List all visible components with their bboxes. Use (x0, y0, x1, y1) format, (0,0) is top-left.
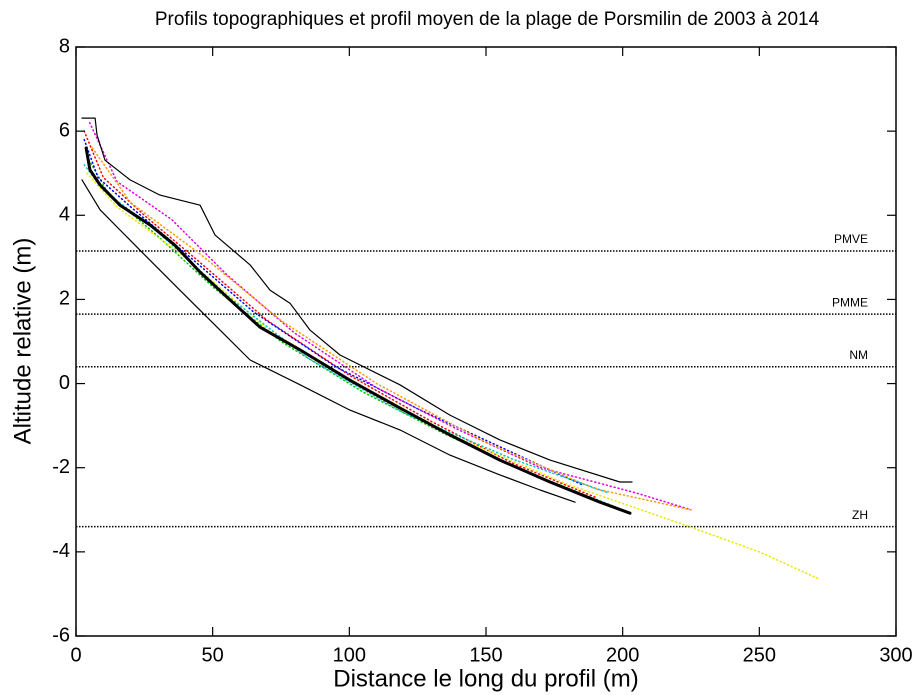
profile-line (91, 147, 692, 511)
plot-frame (75, 46, 897, 637)
y-tick-label: -2 (52, 456, 70, 478)
profile-line (86, 172, 821, 580)
profile-line (81, 117, 633, 483)
profile-line (83, 130, 597, 498)
y-tick-label: 4 (59, 204, 70, 226)
y-axis-label: Altitude relative (m) (9, 238, 36, 445)
y-tick-label: -6 (52, 624, 70, 646)
reference-label: ZH (852, 508, 868, 522)
profile-line (83, 164, 610, 494)
x-tick-label: 150 (469, 644, 502, 666)
profile-line (81, 179, 576, 503)
x-axis-label: Distance le long du profil (m) (333, 665, 638, 692)
y-tick-label: 0 (59, 372, 70, 394)
x-tick-label: 300 (879, 644, 912, 666)
profile-line (88, 121, 692, 511)
reference-label: PMVE (834, 232, 868, 246)
reference-label: PMME (832, 295, 868, 309)
y-tick-label: 8 (59, 35, 70, 57)
x-tick-label: 100 (333, 644, 366, 666)
y-tick-label: 6 (59, 119, 70, 141)
y-tick-label: -4 (52, 540, 70, 562)
x-tick-label: 200 (606, 644, 639, 666)
x-tick-label: 0 (70, 644, 81, 666)
profile-line (83, 138, 583, 486)
y-tick-label: 2 (59, 288, 70, 310)
profile-line (84, 146, 632, 515)
x-tick-label: 50 (202, 644, 224, 666)
reference-label: NM (849, 348, 868, 362)
x-tick-label: 250 (743, 644, 776, 666)
chart-title: Profils topographiques et profil moyen d… (155, 9, 820, 30)
